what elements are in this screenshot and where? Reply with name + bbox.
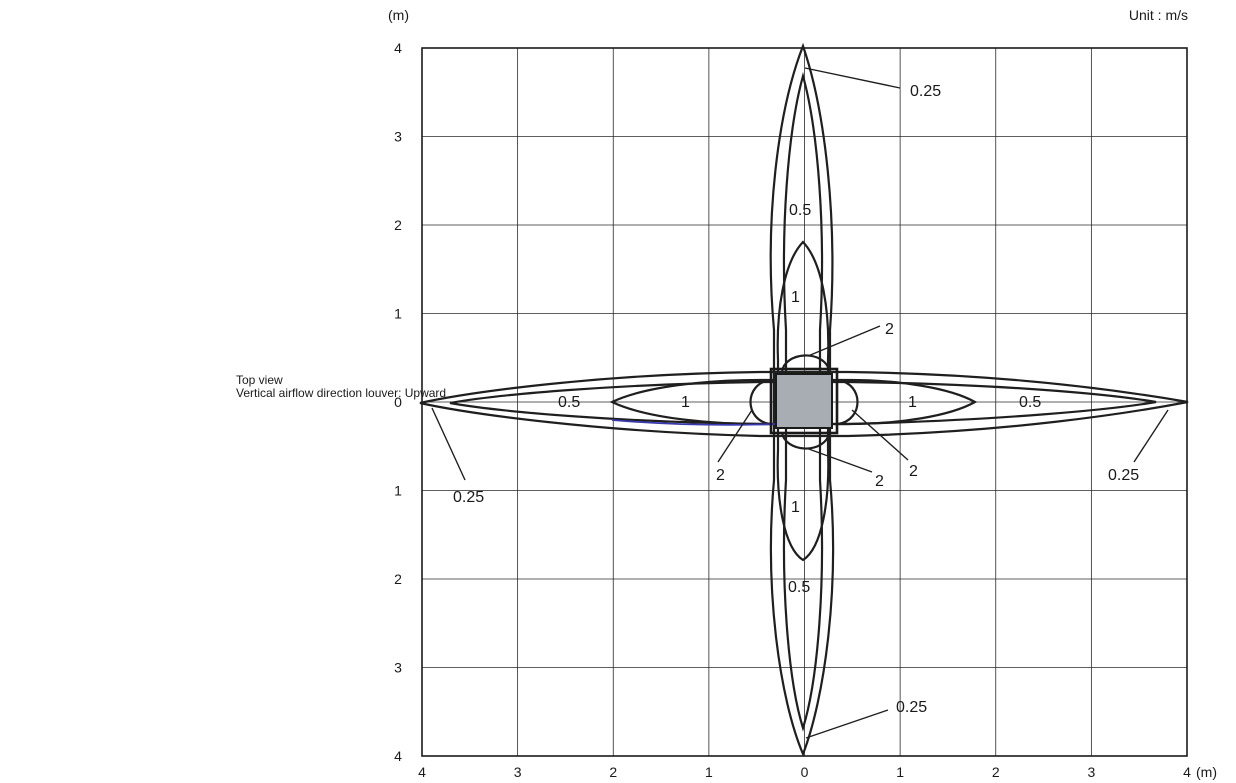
leader-bottom-2 (805, 447, 873, 473)
y-tick-label: 4 (394, 748, 402, 764)
y-tick-label: 0 (394, 394, 402, 410)
label-bottom-2: 2 (875, 473, 884, 490)
label-right-025: 0.25 (1108, 467, 1139, 484)
x-tick-label: 2 (992, 764, 1000, 780)
contour-1-horizontal (609, 378, 978, 426)
x-tick-label: 4 (1183, 764, 1191, 780)
contour-2-right (837, 378, 859, 426)
contour-0.5-vertical (782, 71, 824, 732)
leader-right-025 (1133, 409, 1169, 463)
y-tick-label: 3 (394, 660, 402, 676)
label-right-2: 2 (909, 463, 918, 480)
leader-left-025 (431, 407, 466, 481)
contour-0.25-horizontal (419, 370, 1189, 438)
y-unit-label: (m) (388, 7, 409, 23)
contour-2-left (749, 378, 771, 426)
x-tick-label: 3 (1087, 764, 1095, 780)
contour-labels: 0.25 0.5 1 2 0.5 1 2 0.25 1 0.5 2 0.25 2… (453, 83, 1139, 716)
label-bottom-025: 0.25 (896, 699, 927, 716)
indoor-unit (775, 373, 833, 429)
accent-line (611, 419, 777, 426)
label-top-05: 0.5 (789, 202, 811, 219)
indoor-unit-frame (769, 367, 839, 435)
leader-top-025 (804, 67, 901, 89)
y-tick-label: 3 (394, 129, 402, 145)
label-left-05: 0.5 (558, 394, 580, 411)
label-top-2: 2 (885, 321, 894, 338)
x-tick-label: 3 (514, 764, 522, 780)
contour-2-top (780, 354, 832, 373)
label-left-1: 1 (681, 394, 690, 411)
x-tick-label: 1 (705, 764, 713, 780)
unit-label: Unit : m/s (1129, 7, 1188, 23)
y-tick-label: 1 (394, 306, 402, 322)
grid-lines (422, 48, 1187, 756)
label-left-2: 2 (716, 467, 725, 484)
label-top-1: 1 (791, 289, 800, 306)
x-axis-ticks: 4 3 2 1 0 1 2 3 4 (418, 764, 1191, 780)
y-tick-label: 4 (394, 40, 402, 56)
contour-2-bottom (780, 431, 832, 450)
x-tick-label: 0 (801, 764, 809, 780)
leader-left-2 (717, 409, 753, 463)
label-top-025: 0.25 (910, 83, 941, 100)
label-right-05: 0.5 (1019, 394, 1041, 411)
contour-0.5-horizontal (449, 380, 1157, 426)
label-bottom-1: 1 (791, 499, 800, 516)
x-tick-label: 4 (418, 764, 426, 780)
leader-bottom-025 (805, 709, 889, 739)
label-left-025: 0.25 (453, 489, 484, 506)
contour-1-vertical (776, 240, 830, 562)
side-caption: Top view Vertical airflow direction louv… (236, 374, 446, 400)
y-tick-label: 2 (394, 571, 402, 587)
contour-group (419, 42, 1189, 757)
y-axis-ticks: 4 3 2 1 0 1 2 3 4 (394, 40, 402, 764)
leader-top-2 (807, 325, 881, 357)
y-tick-label: 2 (394, 217, 402, 233)
x-tick-label: 1 (896, 764, 904, 780)
contour-0.25-vertical (769, 42, 835, 757)
leader-lines (431, 67, 1169, 739)
leader-right-2 (851, 409, 909, 461)
y-tick-label: 1 (394, 483, 402, 499)
caption-line-2: Vertical airflow direction louver: Upwar… (236, 386, 447, 400)
x-unit-label: (m) (1196, 764, 1217, 780)
caption-line-1: Top view (236, 373, 283, 387)
label-right-1: 1 (908, 394, 917, 411)
x-tick-label: 2 (609, 764, 617, 780)
label-bottom-05: 0.5 (788, 579, 810, 596)
